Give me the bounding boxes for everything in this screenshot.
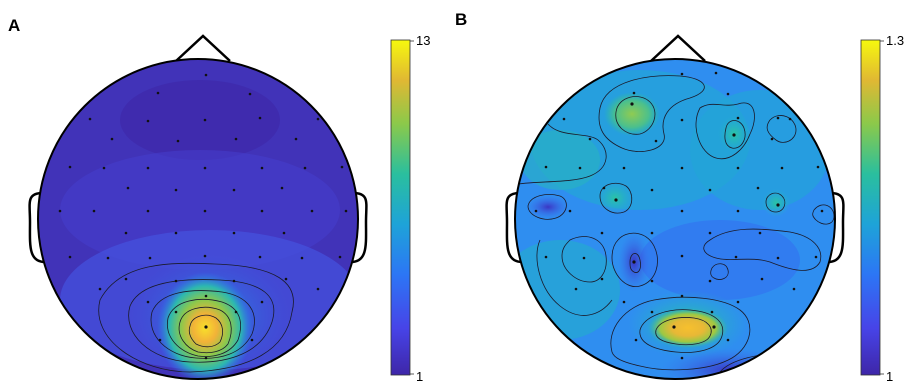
head-a-right-ear [350, 191, 368, 264]
head-a-left-ear [28, 191, 46, 264]
panel-b: B [455, 10, 904, 384]
panel-a-letter: A [8, 16, 20, 35]
colorbar-b-min-label: 1 [886, 369, 893, 384]
colorbar-a: 13 1 [390, 33, 430, 384]
head-b-right-ear [827, 191, 845, 264]
head-a-nose [175, 34, 231, 62]
colorbar-a-min-label: 1 [416, 369, 423, 384]
head-b-nose [650, 34, 706, 62]
colorbar-b: 1.3 1 [860, 33, 904, 384]
panel-b-letter: B [455, 10, 467, 29]
head-b-left-ear [505, 191, 523, 264]
topomap-b [515, 59, 835, 379]
panel-a: A [8, 16, 430, 384]
topomap-a [38, 59, 358, 379]
head-b-outline [514, 58, 836, 380]
colorbar-a-max-label: 13 [416, 33, 430, 48]
head-a-outline [37, 58, 359, 380]
colorbar-b-max-label: 1.3 [886, 33, 904, 48]
